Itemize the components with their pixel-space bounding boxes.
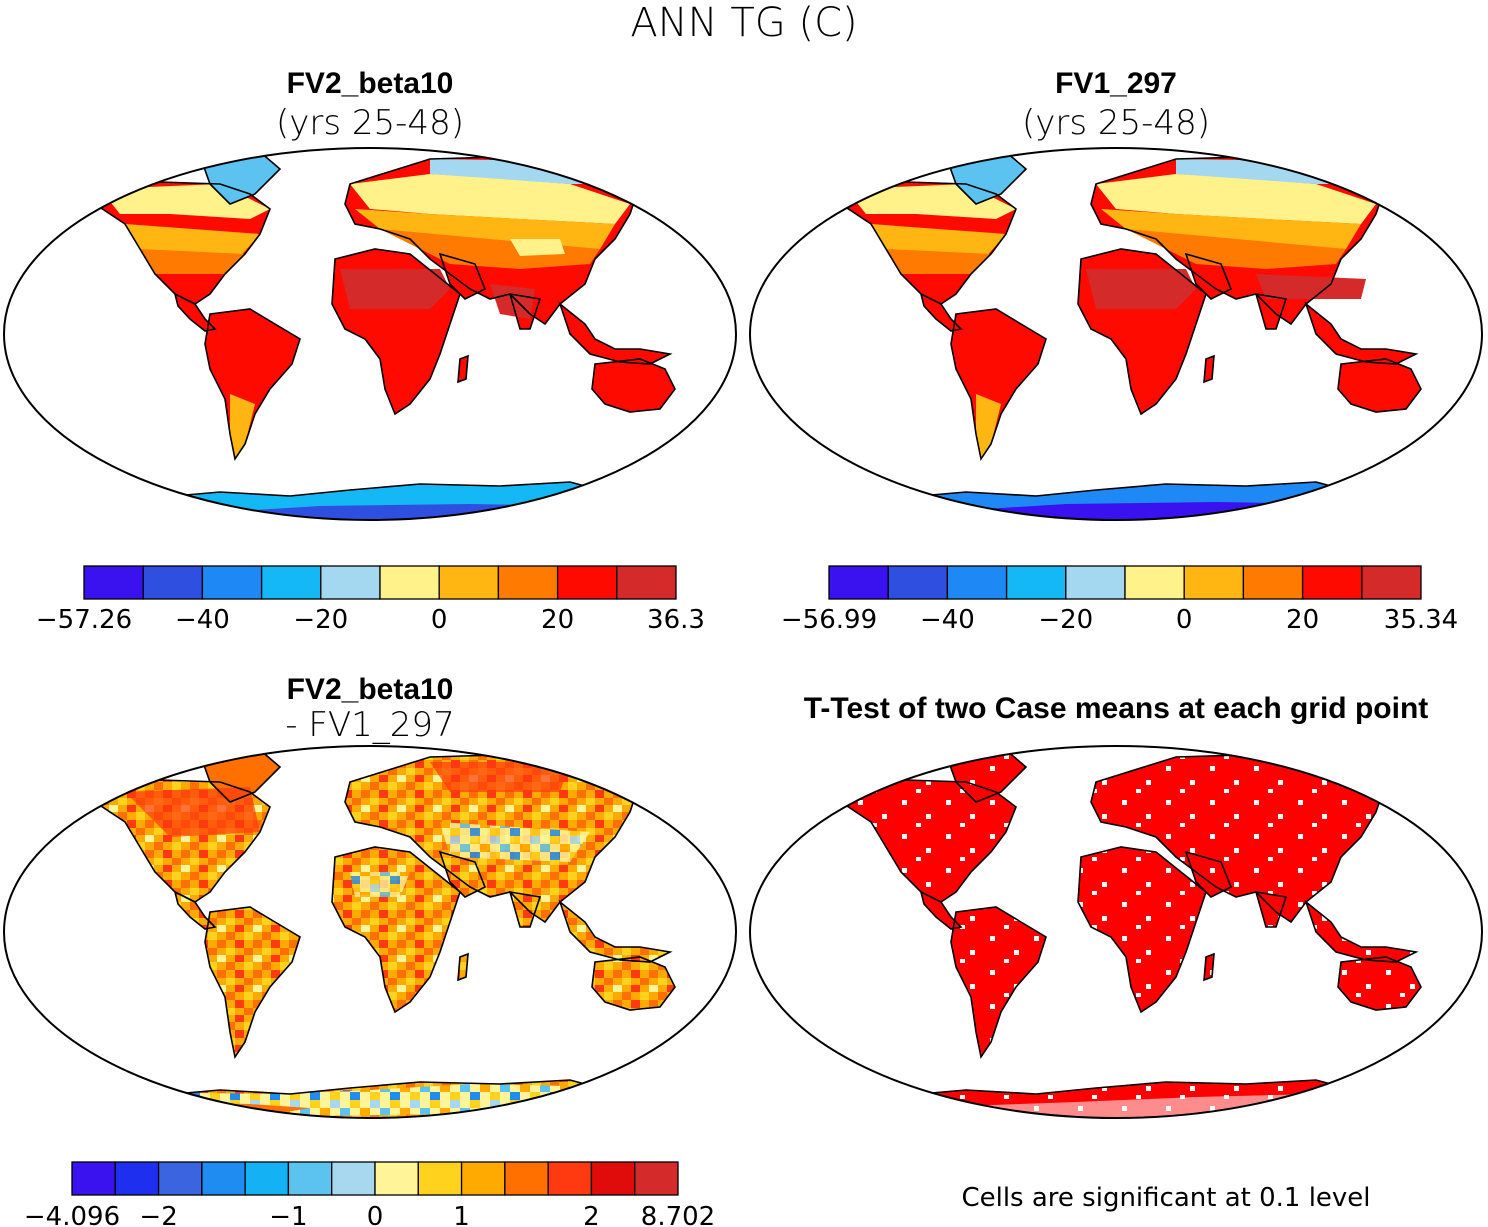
colorbar-swatch [497,565,559,600]
colorbar-tr: −56.99 −40 −20 0 20 35.34 [781,565,1458,635]
colorbar-swatch [634,1161,679,1196]
colorbar-tick-label: 0 [431,605,448,635]
colorbar-swatch [374,1161,419,1196]
main-title: ANN TG (C) [630,0,857,46]
colorbar-swatch [1361,565,1422,600]
colorbar-tick-label: 8.702 [641,1202,715,1227]
colorbar-swatch [1005,565,1067,600]
colorbar-swatch [616,565,677,600]
colorbar-tick-label: −4.096 [24,1202,120,1227]
colorbar-bl: −4.096 −2 −1 0 1 2 8.702 [24,1161,715,1227]
colorbar-tick-label: 35.34 [1384,605,1458,635]
panel-bottom-right: T-Test of two Case means at each grid po… [749,692,1483,1213]
colorbar-swatch [417,1161,463,1196]
colorbar-swatch [287,1161,333,1196]
colorbar-swatch [887,565,949,600]
colorbar-swatch [828,565,889,600]
colorbar-swatch [1124,565,1185,600]
colorbar-swatch [201,1161,246,1196]
colorbar-tick-label: −40 [920,605,975,635]
colorbar-swatch [556,565,618,600]
colorbar-swatch [71,1161,116,1196]
colorbar-swatch [157,1161,203,1196]
colorbar-tick-label: 2 [583,1202,600,1227]
colorbar-swatch [83,565,144,600]
map-frame [3,745,737,1119]
colorbar-tick-label: −2 [139,1202,177,1227]
colorbar-swatch [320,565,381,600]
colorbar-swatch [946,565,1008,600]
colorbar-tick-label: −56.99 [781,605,877,635]
eurasia-yellow [350,174,630,224]
colorbar-swatch [590,1161,636,1196]
panel-bottom-left: FV2_beta10 - FV1_297 −4.096 −2 −1 0 1 2 8.702 [3,673,737,1227]
colorbar-tick-label: −57.26 [36,605,132,635]
colorbar-swatch [1183,565,1245,600]
panel-subtitle: - FV1_297 [285,705,454,745]
band-us [140,249,245,274]
colorbar-tick-label: 36.3 [647,605,705,635]
colorbar-swatch [201,565,263,600]
colorbar-tick-label: −20 [293,605,348,635]
map-frame [749,745,1483,1119]
colorbar-swatch [1242,565,1304,600]
map-bl [94,749,676,1118]
colorbar-swatch [379,565,440,600]
colorbar-tick-label: 0 [367,1202,384,1227]
colorbar-swatch [460,1161,506,1196]
colorbar-swatch [260,565,322,600]
colorbar-tick-label: −20 [1038,605,1093,635]
colorbar-swatch [438,565,500,600]
colorbar-swatch [504,1161,549,1196]
colorbar-tick-label: −1 [269,1202,307,1227]
colorbar-swatch [244,1161,290,1196]
map-br [840,749,1422,1118]
tibet-cool [510,239,565,256]
sahara-hot [340,269,450,309]
panel-title: FV2_beta10 [287,673,454,706]
map-frame [749,147,1483,521]
colorbar-tick-label: 20 [1286,605,1319,635]
panel-top-right: FV1_297 (yrs 25-48) −56.99 [749,67,1483,635]
panel-title: FV1_297 [1055,67,1177,100]
panel-title: T-Test of two Case means at each grid po… [804,692,1429,725]
colorbar-tick-label: 0 [1176,605,1193,635]
colorbar-swatch [1065,565,1126,600]
colorbar-swatch [547,1161,593,1196]
colorbar-tl: −57.26 −40 −20 0 20 36.3 [36,565,705,635]
colorbar-swatch [142,565,204,600]
map-tl [94,151,676,520]
ttest-note: Cells are significant at 0.1 level [961,1183,1370,1213]
map-tr [840,151,1422,520]
patagonia [230,394,255,459]
colorbar-tick-label: −40 [175,605,230,635]
eurasia-deep-orange [380,229,600,269]
colorbar-swatch [331,1161,376,1196]
panel-subtitle: (yrs 25-48) [276,103,464,143]
panel-title: FV2_beta10 [287,67,454,100]
colorbar-tick-label: 20 [541,605,574,635]
panel-subtitle: (yrs 25-48) [1022,103,1210,143]
colorbar-tick-label: 1 [453,1202,470,1227]
panel-top-left: FV2_beta10 (yrs 25-48) [3,67,737,635]
colorbar-swatch [114,1161,160,1196]
map-frame [3,147,737,521]
colorbar-swatch [1301,565,1363,600]
